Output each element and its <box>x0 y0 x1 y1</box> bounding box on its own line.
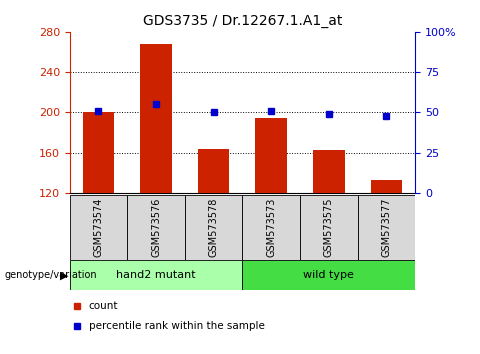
Bar <box>300 195 358 260</box>
Text: count: count <box>89 301 118 311</box>
Bar <box>242 195 300 260</box>
Text: GSM573576: GSM573576 <box>151 198 161 257</box>
Bar <box>185 195 242 260</box>
Bar <box>140 44 172 193</box>
Bar <box>70 260 242 290</box>
Text: GSM573577: GSM573577 <box>382 198 391 257</box>
Text: genotype/variation: genotype/variation <box>5 270 97 280</box>
Bar <box>70 195 127 260</box>
Text: GSM573575: GSM573575 <box>324 198 334 257</box>
Bar <box>255 119 287 193</box>
Bar <box>242 260 415 290</box>
Text: percentile rank within the sample: percentile rank within the sample <box>89 321 264 331</box>
Text: GSM573578: GSM573578 <box>209 198 218 257</box>
Title: GDS3735 / Dr.12267.1.A1_at: GDS3735 / Dr.12267.1.A1_at <box>143 14 342 28</box>
Text: wild type: wild type <box>303 270 354 280</box>
Text: GSM573574: GSM573574 <box>94 198 103 257</box>
Bar <box>198 149 229 193</box>
Bar <box>127 195 185 260</box>
Bar <box>371 180 402 193</box>
Bar <box>358 195 415 260</box>
Text: hand2 mutant: hand2 mutant <box>116 270 196 280</box>
Text: ▶: ▶ <box>60 270 69 280</box>
Bar <box>83 113 114 193</box>
Text: GSM573573: GSM573573 <box>266 198 276 257</box>
Bar <box>313 150 345 193</box>
